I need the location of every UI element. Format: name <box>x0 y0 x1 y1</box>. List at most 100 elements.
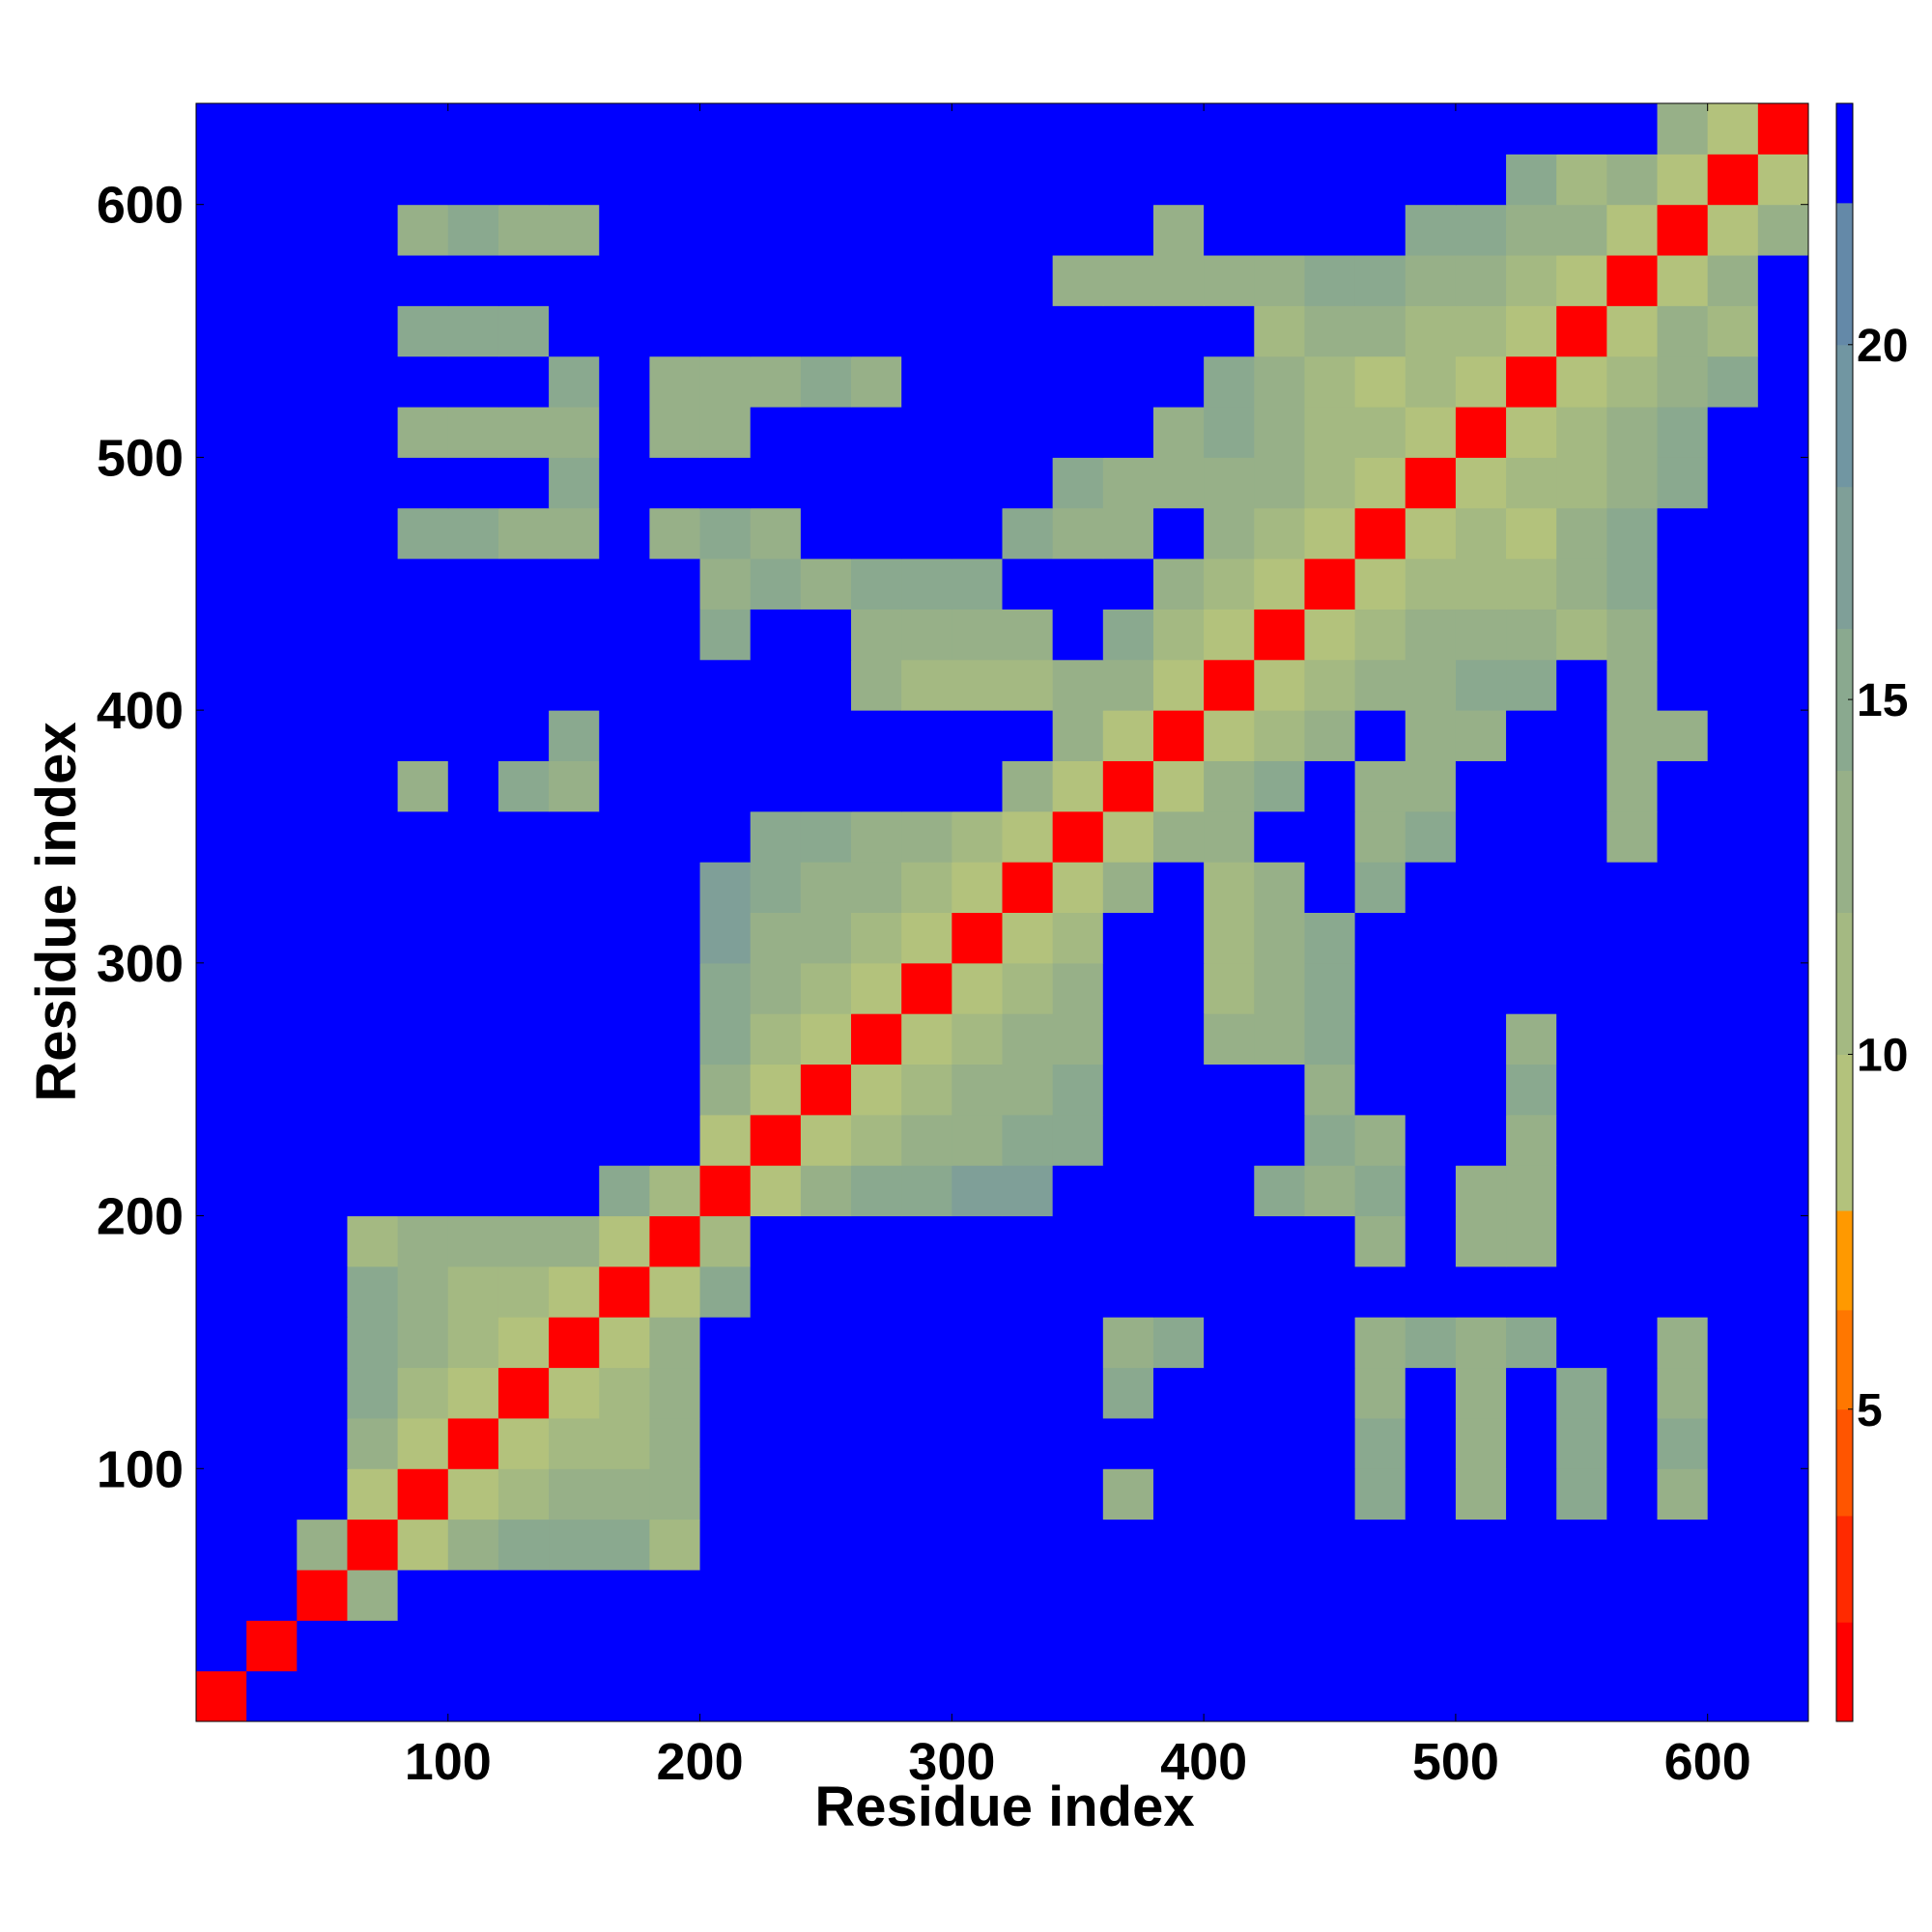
heatmap-cell <box>901 507 952 559</box>
heatmap-cell <box>1606 1165 1659 1217</box>
heatmap-cell <box>347 154 399 206</box>
heatmap-cell <box>1405 810 1457 863</box>
heatmap-cell <box>549 862 600 913</box>
heatmap-cell <box>297 1064 348 1116</box>
heatmap-cell <box>851 810 902 863</box>
heatmap-cell <box>1405 103 1457 155</box>
heatmap-cell <box>1657 1265 1709 1318</box>
heatmap-cell <box>1204 1519 1255 1571</box>
heatmap-cell <box>397 204 449 256</box>
heatmap-cell <box>649 710 701 761</box>
heatmap-cell <box>699 1013 752 1065</box>
heatmap-cell <box>1204 305 1255 357</box>
heatmap-cell <box>397 659 449 711</box>
heatmap-cell <box>699 1519 752 1571</box>
heatmap-cell <box>347 609 399 661</box>
heatmap-cell <box>1657 1519 1709 1571</box>
heatmap-cell <box>347 457 399 509</box>
heatmap-cell <box>1102 1468 1154 1520</box>
heatmap-cell <box>1354 103 1406 155</box>
heatmap-cell <box>1204 407 1255 458</box>
heatmap-cell <box>851 962 902 1014</box>
heatmap-cell <box>1506 255 1557 306</box>
heatmap-cell <box>1304 1569 1356 1621</box>
heatmap-cell <box>1757 154 1809 206</box>
heatmap-cell <box>1052 1367 1104 1419</box>
heatmap-cell <box>1707 1265 1759 1318</box>
heatmap-cell <box>397 760 449 812</box>
heatmap-cell <box>246 457 298 509</box>
heatmap-cell <box>1556 1114 1607 1166</box>
heatmap-cell <box>750 255 802 306</box>
heatmap-cell <box>1405 1569 1457 1621</box>
heatmap-cell <box>246 1317 298 1369</box>
heatmap-cell <box>1506 1620 1557 1672</box>
heatmap-cell <box>196 1670 247 1722</box>
heatmap-cell <box>447 659 499 711</box>
heatmap-cell <box>952 355 1003 408</box>
heatmap-cell <box>549 1468 600 1520</box>
heatmap-cell <box>901 255 952 306</box>
heatmap-cell <box>1757 1468 1809 1520</box>
heatmap-cell <box>1606 760 1659 812</box>
heatmap-cell <box>649 1620 701 1672</box>
heatmap-cell <box>196 1013 247 1065</box>
y-tick-label: 600 <box>97 177 184 235</box>
heatmap-cell <box>901 1569 952 1621</box>
heatmap-cell <box>1354 1569 1406 1621</box>
heatmap-cell <box>397 255 449 306</box>
heatmap-cell <box>497 1417 550 1469</box>
heatmap-cell <box>649 760 701 812</box>
heatmap-cell <box>1556 305 1607 357</box>
heatmap-cell <box>297 1367 348 1419</box>
heatmap-cell <box>1204 862 1255 913</box>
heatmap-cell <box>1204 1265 1255 1318</box>
heatmap-cell <box>851 1317 902 1369</box>
heatmap-cell <box>699 305 752 357</box>
heatmap-cell <box>1002 1215 1054 1267</box>
heatmap-cell <box>196 457 247 509</box>
heatmap-cell <box>1052 962 1104 1014</box>
heatmap-cell <box>1204 558 1255 610</box>
heatmap-cell <box>1606 659 1659 711</box>
heatmap-cell <box>1002 457 1054 509</box>
heatmap-cell <box>1606 1367 1659 1419</box>
heatmap-cell <box>1052 710 1104 761</box>
heatmap-cell <box>1152 1064 1205 1116</box>
heatmap-cell <box>1254 457 1305 509</box>
heatmap-cell <box>1002 558 1054 610</box>
heatmap-cell <box>1152 507 1205 559</box>
heatmap-cell <box>1556 962 1607 1014</box>
heatmap-cell <box>447 609 499 661</box>
heatmap-cell <box>447 1569 499 1621</box>
x-tick-label: 400 <box>1160 1733 1247 1791</box>
heatmap-cell <box>750 810 802 863</box>
heatmap-cell <box>196 1367 247 1419</box>
heatmap-cell <box>1556 1417 1607 1469</box>
heatmap-cell <box>952 659 1003 711</box>
heatmap-cell <box>851 1064 902 1116</box>
heatmap-cell <box>1052 154 1104 206</box>
heatmap-cell <box>447 1367 499 1419</box>
heatmap-cell <box>699 507 752 559</box>
heatmap-cell <box>1204 962 1255 1014</box>
heatmap-cell <box>497 710 550 761</box>
heatmap-cell <box>901 659 952 711</box>
heatmap-cell <box>497 1620 550 1672</box>
heatmap-cell <box>1506 1569 1557 1621</box>
heatmap-cell <box>1002 507 1054 559</box>
heatmap-cell <box>952 1569 1003 1621</box>
heatmap-cell <box>699 255 752 306</box>
heatmap-cell <box>1556 204 1607 256</box>
heatmap-cell <box>699 204 752 256</box>
heatmap-cell <box>649 305 701 357</box>
heatmap-cell <box>1455 609 1507 661</box>
heatmap-cell <box>347 1417 399 1469</box>
heatmap-cell <box>246 710 298 761</box>
heatmap-cell <box>901 1519 952 1571</box>
heatmap-cell <box>549 558 600 610</box>
heatmap-cell <box>952 1215 1003 1267</box>
heatmap-cell <box>599 103 650 155</box>
heatmap-cell <box>1405 457 1457 509</box>
heatmap-cell <box>800 255 852 306</box>
